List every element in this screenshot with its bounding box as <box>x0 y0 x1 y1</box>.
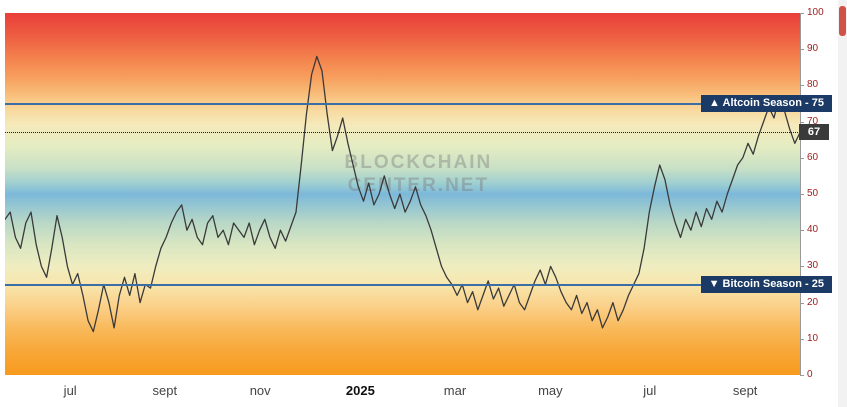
x-axis-label: 2025 <box>345 383 375 398</box>
y-axis-label: 80 <box>807 79 819 91</box>
x-axis-label: jul <box>63 383 77 398</box>
scrollbar-thumb[interactable] <box>839 6 846 36</box>
y-axis-tick <box>800 302 804 304</box>
index-line-svg <box>5 55 800 333</box>
current-value-line <box>5 132 800 134</box>
x-axis-label: sept <box>152 383 178 398</box>
current-value-badge: 67 <box>799 124 829 141</box>
y-axis-label: 40 <box>807 224 819 236</box>
scrollbar-track[interactable] <box>838 0 847 407</box>
y-axis-label: 70 <box>807 115 819 127</box>
y-axis-tick <box>800 13 804 14</box>
x-axis-label: sept <box>732 383 758 398</box>
y-axis-tick <box>800 266 804 268</box>
y-axis-tick <box>800 338 804 340</box>
y-axis-label: 50 <box>807 188 819 199</box>
y-axis-tick <box>800 375 804 376</box>
y-axis-tick <box>800 85 804 87</box>
y-axis-label: 90 <box>807 43 819 55</box>
y-axis-label: 0 <box>807 369 813 380</box>
y-axis-label: 30 <box>807 260 819 272</box>
y-axis-tick <box>800 194 804 195</box>
index-line-series <box>5 55 800 333</box>
bitcoin-season-line <box>5 283 800 286</box>
altcoin-season-badge: ▲ Altcoin Season - 75 <box>700 94 832 112</box>
y-axis-label: 20 <box>807 296 819 308</box>
x-axis-label: nov <box>249 383 271 398</box>
y-axis-tick <box>800 49 804 51</box>
altcoin-season-line <box>5 102 800 105</box>
x-axis-label: jul <box>643 383 657 398</box>
y-axis-tick <box>800 121 804 123</box>
y-axis-tick <box>800 157 804 159</box>
y-axis-label: 10 <box>807 332 819 344</box>
y-axis-tick <box>800 230 804 232</box>
x-axis-label: may <box>538 383 563 398</box>
y-axis-label: 100 <box>807 7 824 18</box>
x-axis-label: mar <box>443 383 467 398</box>
y-axis-label: 60 <box>807 151 819 163</box>
chart-plot-area[interactable]: BLOCKCHAIN CENTER.NET <box>5 13 800 375</box>
watermark-line1: BLOCKCHAIN <box>344 152 493 173</box>
bitcoin-season-badge: ▼ Bitcoin Season - 25 <box>700 275 832 293</box>
